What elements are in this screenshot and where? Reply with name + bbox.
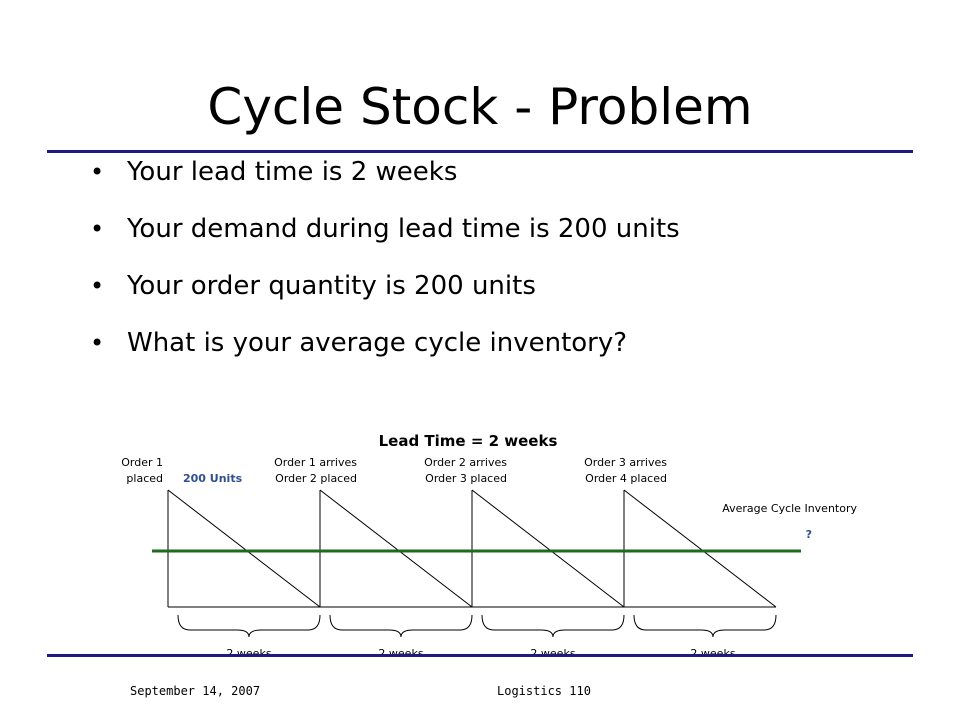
diagram-heading: Lead Time = 2 weeks — [379, 432, 558, 450]
inventory-depletion — [319, 489, 473, 608]
footer-divider — [47, 654, 913, 657]
bullet-icon: • — [90, 272, 105, 300]
avg-cycle-inventory-label: Average Cycle Inventory — [722, 502, 857, 515]
order1-label-line1: Order 1 — [121, 456, 163, 469]
period-brace — [177, 614, 321, 638]
event2-label-line2: Order 2 placed — [275, 472, 357, 485]
inventory-depletion — [471, 489, 625, 608]
event2-label-line1: Order 1 arrives — [274, 456, 357, 469]
bullet-item: • Your order quantity is 200 units — [90, 264, 680, 321]
footer-course: Logistics 110 — [497, 684, 591, 698]
period-brace — [481, 614, 625, 638]
period-brace — [329, 614, 473, 638]
bullet-icon: • — [90, 329, 105, 357]
title-divider — [47, 150, 913, 153]
inventory-depletion — [167, 489, 321, 608]
bullet-icon: • — [90, 215, 105, 243]
event4-label-line2: Order 4 placed — [585, 472, 667, 485]
avg-cycle-inventory-value: ? — [806, 528, 812, 541]
bullet-icon: • — [90, 158, 105, 186]
bullet-item: • Your lead time is 2 weeks — [90, 150, 680, 207]
event3-label-line1: Order 2 arrives — [424, 456, 507, 469]
bullet-list: • Your lead time is 2 weeks • Your demand … — [90, 150, 680, 378]
inventory-depletion — [623, 489, 777, 608]
bullet-item: • Your demand during lead time is 200 uni… — [90, 207, 680, 264]
event4-label-line1: Order 3 arrives — [584, 456, 667, 469]
order1-label-line2: placed — [126, 472, 163, 485]
footer-date: September 14, 2007 — [130, 684, 261, 698]
slide-title: Cycle Stock - Problem — [207, 78, 753, 136]
event3-label-line2: Order 3 placed — [425, 472, 507, 485]
bullet-item: • What is your average cycle inventory? — [90, 321, 680, 378]
period-brace — [633, 614, 777, 638]
units-label: 200 Units — [183, 472, 243, 485]
